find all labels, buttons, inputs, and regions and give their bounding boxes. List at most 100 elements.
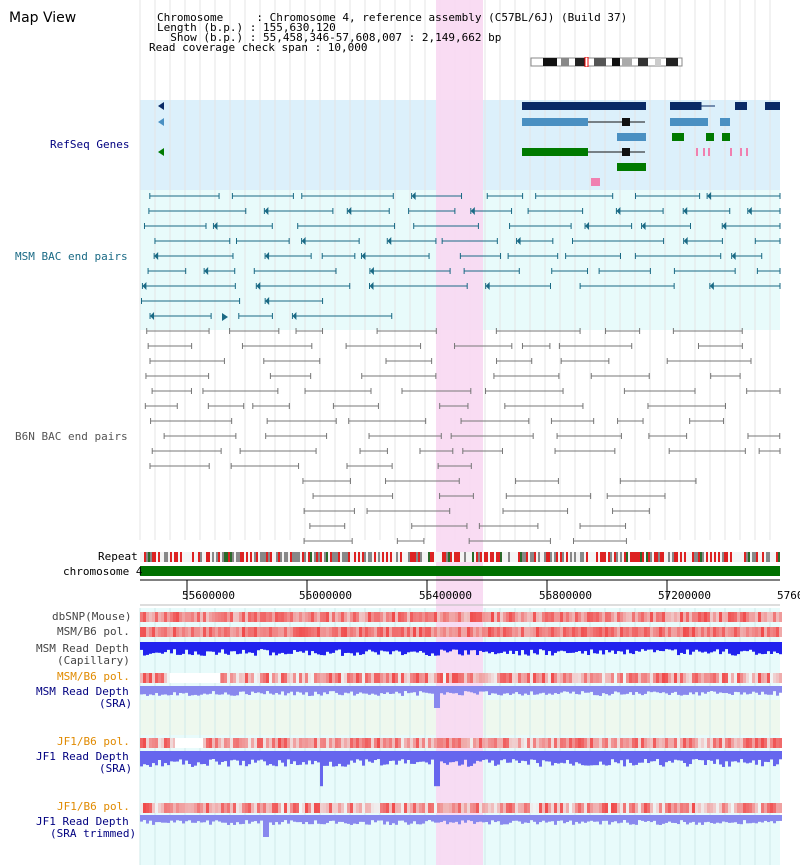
repeat-segment [380, 552, 382, 562]
read-depth-bar [677, 642, 680, 656]
read-depth-bar [488, 642, 491, 654]
msm-bac-arrow [585, 222, 590, 230]
polymorphism-cell [203, 803, 206, 813]
read-depth-bar [686, 642, 689, 650]
read-depth-bar [383, 686, 386, 694]
polymorphism-cell [356, 738, 359, 748]
read-depth-bar [446, 642, 449, 653]
polymorphism-cell [632, 738, 635, 748]
polymorphism-cell [170, 612, 173, 622]
read-depth-bar [641, 751, 644, 763]
polymorphism-cell [275, 612, 278, 622]
repeat-segment [430, 552, 432, 562]
read-depth-bar [485, 815, 488, 823]
polymorphism-cell [491, 738, 494, 748]
repeat-segment [370, 552, 372, 562]
read-depth-bar [638, 642, 641, 652]
polymorphism-cell [704, 803, 707, 813]
polymorphism-cell [653, 627, 656, 637]
repeat-segment [490, 552, 492, 562]
read-depth-bar [428, 686, 431, 694]
read-depth-bar [227, 815, 230, 825]
repeat-segment [404, 552, 406, 562]
polymorphism-cell [737, 673, 740, 683]
track-label-refseq[interactable]: RefSeq Genes [50, 138, 130, 151]
polymorphism-cell [536, 673, 539, 683]
read-depth-bar [392, 815, 395, 824]
read-depth-bar [251, 642, 254, 653]
repeat-segment [364, 552, 366, 562]
polymorphism-cell [284, 627, 287, 637]
polymorphism-cell [581, 803, 584, 813]
polymorphism-cell [533, 673, 536, 683]
repeat-segment [256, 552, 258, 562]
read-depth-bar [767, 642, 770, 652]
read-depth-bar [476, 751, 479, 761]
polymorphism-cell [644, 738, 647, 748]
polymorphism-cell [293, 803, 296, 813]
read-depth-bar [635, 751, 638, 765]
polymorphism-cell [692, 673, 695, 683]
repeat-segment [526, 552, 528, 562]
read-depth-bar [566, 815, 569, 822]
track-label-b6n-bac[interactable]: B6N BAC end pairs [15, 430, 128, 443]
polymorphism-gap [175, 738, 203, 748]
read-depth-bar [689, 642, 692, 655]
polymorphism-cell [347, 738, 350, 748]
repeat-segment [764, 552, 766, 562]
repeat-segment [300, 552, 302, 562]
repeat-segment [586, 552, 588, 562]
polymorphism-cell [656, 803, 659, 813]
track-label-msm-b6-pol-2: MSM/B6 pol. [57, 670, 130, 683]
polymorphism-cell [410, 612, 413, 622]
read-depth-bar [629, 751, 632, 763]
polymorphism-cell [449, 673, 452, 683]
repeat-segment [632, 552, 634, 562]
polymorphism-cell [752, 803, 755, 813]
polymorphism-cell [395, 627, 398, 637]
repeat-segment [714, 552, 716, 562]
read-depth-bar [644, 642, 647, 651]
polymorphism-cell [692, 627, 695, 637]
polymorphism-cell [746, 738, 749, 748]
polymorphism-cell [266, 738, 269, 748]
polymorphism-cell [578, 673, 581, 683]
polymorphism-cell [260, 612, 263, 622]
read-depth-bar [518, 751, 521, 763]
read-depth-bar [776, 642, 779, 654]
polymorphism-cell [638, 803, 641, 813]
repeat-segment [282, 552, 284, 562]
read-depth-bar [326, 642, 329, 652]
repeat-segment [154, 552, 156, 562]
read-depth-bar [545, 751, 548, 762]
chromosome-ideogram[interactable] [530, 52, 683, 68]
track-label-msm-bac[interactable]: MSM BAC end pairs [15, 250, 128, 263]
polymorphism-cell [203, 627, 206, 637]
read-depth-bar [197, 686, 200, 696]
read-depth-bar [218, 642, 221, 653]
read-depth-bar [704, 815, 707, 823]
read-depth-bar [728, 642, 731, 654]
polymorphism-cell [617, 673, 620, 683]
read-depth-bar [500, 686, 503, 696]
polymorphism-cell [566, 803, 569, 813]
repeat-segment [254, 552, 256, 562]
repeat-segment [456, 552, 458, 562]
repeat-segment [742, 552, 744, 562]
polymorphism-cell [758, 673, 761, 683]
polymorphism-cell [149, 738, 152, 748]
polymorphism-cell [197, 627, 200, 637]
polymorphism-cell [287, 627, 290, 637]
repeat-segment [262, 552, 264, 562]
ruler-tick: 56400000 [419, 589, 472, 602]
polymorphism-cell [158, 627, 161, 637]
repeat-segment [472, 552, 474, 562]
repeat-segment [214, 552, 216, 562]
track-label-msm-depth-cap-sub: (Capillary) [57, 654, 130, 667]
polymorphism-cell [212, 612, 215, 622]
read-depth-bar [389, 751, 392, 761]
read-depth-bar [407, 815, 410, 825]
read-depth-bar [470, 686, 473, 693]
read-depth-bar [410, 751, 413, 764]
